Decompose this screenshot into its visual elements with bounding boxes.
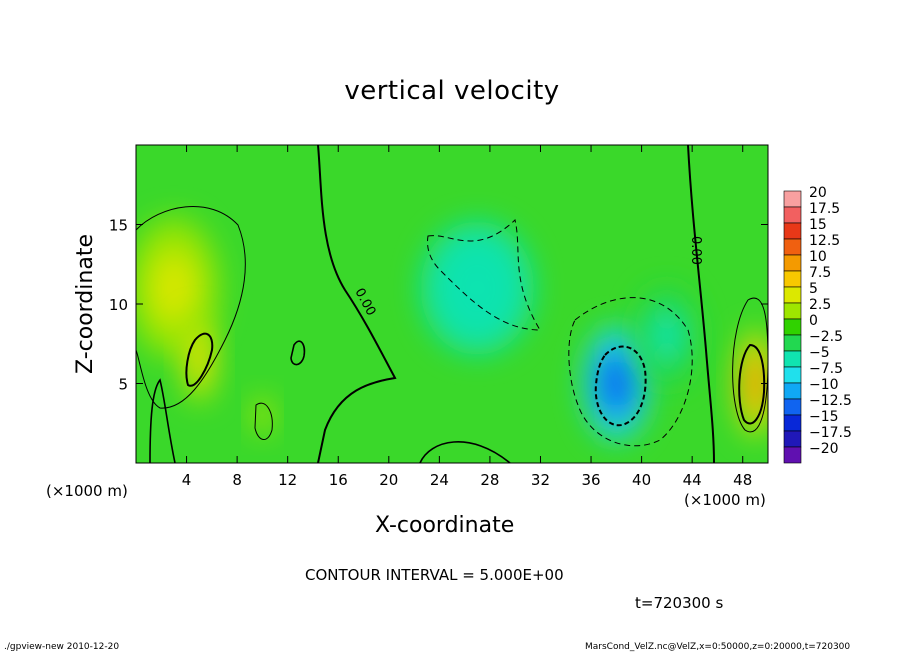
colorbar-label: −20 (809, 441, 839, 457)
x-axis: 4 8 12 16 20 24 28 32 36 40 44 48 (182, 145, 752, 489)
positive-contour-left-inner (185, 332, 214, 387)
colorbar-swatch (783, 190, 802, 208)
negative-contour-lower (568, 297, 693, 447)
colorbar-swatch (783, 446, 802, 464)
x-tick-label: 48 (733, 471, 752, 489)
y-axis-label: Z-coordinate (73, 234, 98, 374)
colorbar-label: 5 (809, 281, 818, 297)
negative-contour-core (594, 345, 647, 427)
heatmap-anomaly-5 (420, 221, 534, 355)
y-tick-label: 10 (109, 296, 128, 314)
small-contour-1 (290, 340, 306, 366)
contour-label-2: 0.00 (688, 236, 703, 265)
x-unit-label-right: (×1000 m) (684, 491, 766, 509)
colorbar-swatch (783, 414, 802, 432)
x-tick-label: 20 (379, 471, 398, 489)
colorbar-swatch (783, 302, 802, 320)
positive-contour-right-inner (738, 343, 766, 425)
contour-lines (136, 145, 768, 463)
zero-contour-right (687, 145, 715, 463)
heatmap-plot-area: 0.00 0.00 (135, 144, 769, 464)
x-axis-label: X-coordinate (375, 513, 515, 538)
positive-contour-left (136, 206, 246, 409)
x-tick-label: 40 (632, 471, 651, 489)
colorbar-label: −17.5 (809, 425, 852, 441)
x-tick-label: 32 (531, 471, 550, 489)
heatmap-anomaly-6 (251, 395, 274, 436)
x-unit-label-left: (×1000 m) (46, 482, 128, 500)
zero-contour-left (317, 145, 397, 463)
x-tick-label: 16 (329, 471, 348, 489)
colorbar-label: −10 (809, 377, 839, 393)
colorbar-label: −15 (809, 409, 839, 425)
colorbar-swatch (783, 238, 802, 256)
footer-right: MarsCond_VelZ.nc@VelZ,x=0:50000,z=0:2000… (585, 642, 851, 652)
x-tick-label: 12 (278, 471, 297, 489)
colorbar: 2017.51512.5107.552.50−2.5−5−7.5−10−12.5… (783, 185, 852, 464)
zero-contour-lower-left (149, 378, 176, 463)
colorbar-swatch (783, 382, 802, 400)
colorbar-label: −5 (809, 345, 830, 361)
heatmap-anomaly-4 (582, 325, 650, 442)
colorbar-label: 7.5 (809, 265, 831, 281)
colorbar-swatch (783, 318, 802, 336)
colorbar-swatch (783, 366, 802, 384)
negative-contour-upper (427, 219, 541, 331)
x-tick-label: 44 (683, 471, 702, 489)
colorbar-swatch (783, 222, 802, 240)
colorbar-label: 2.5 (809, 297, 831, 313)
contour-interval-text: CONTOUR INTERVAL = 5.000E+00 (305, 566, 564, 584)
colorbar-swatch (783, 430, 802, 448)
colorbar-label: 17.5 (809, 201, 840, 217)
colorbar-swatch (783, 286, 802, 304)
colorbar-label: −2.5 (809, 329, 843, 345)
x-tick-label: 4 (182, 471, 192, 489)
y-axis: 5 10 15 (109, 217, 768, 394)
colorbar-label: 12.5 (809, 233, 840, 249)
colorbar-label: −12.5 (809, 393, 852, 409)
x-tick-label: 36 (581, 471, 600, 489)
colorbar-label: 15 (809, 217, 827, 233)
colorbar-swatch (783, 270, 802, 288)
colorbar-label: 10 (809, 249, 827, 265)
time-stamp: t=720300 s (635, 594, 724, 612)
colorbar-label: 20 (809, 185, 827, 201)
colorbar-swatch (783, 398, 802, 416)
colorbar-swatch (783, 254, 802, 272)
heatmap-anomaly-7 (635, 286, 699, 385)
colorbar-swatch (783, 350, 802, 368)
y-tick-label: 5 (118, 376, 128, 394)
chart-title: vertical velocity (344, 76, 560, 106)
colorbar-label: 0 (809, 313, 818, 329)
small-contour-2 (254, 402, 273, 440)
x-tick-label: 28 (480, 471, 499, 489)
y-tick-label: 15 (109, 217, 128, 235)
colorbar-swatch (783, 334, 802, 352)
colorbar-label: −7.5 (809, 361, 843, 377)
x-tick-label: 8 (232, 471, 242, 489)
positive-contour-right (732, 297, 768, 433)
x-tick-label: 24 (430, 471, 449, 489)
zero-contour-bottom (419, 441, 511, 463)
colorbar-swatch (783, 206, 802, 224)
footer-left: ./gpview-new 2010-12-20 (4, 642, 120, 652)
